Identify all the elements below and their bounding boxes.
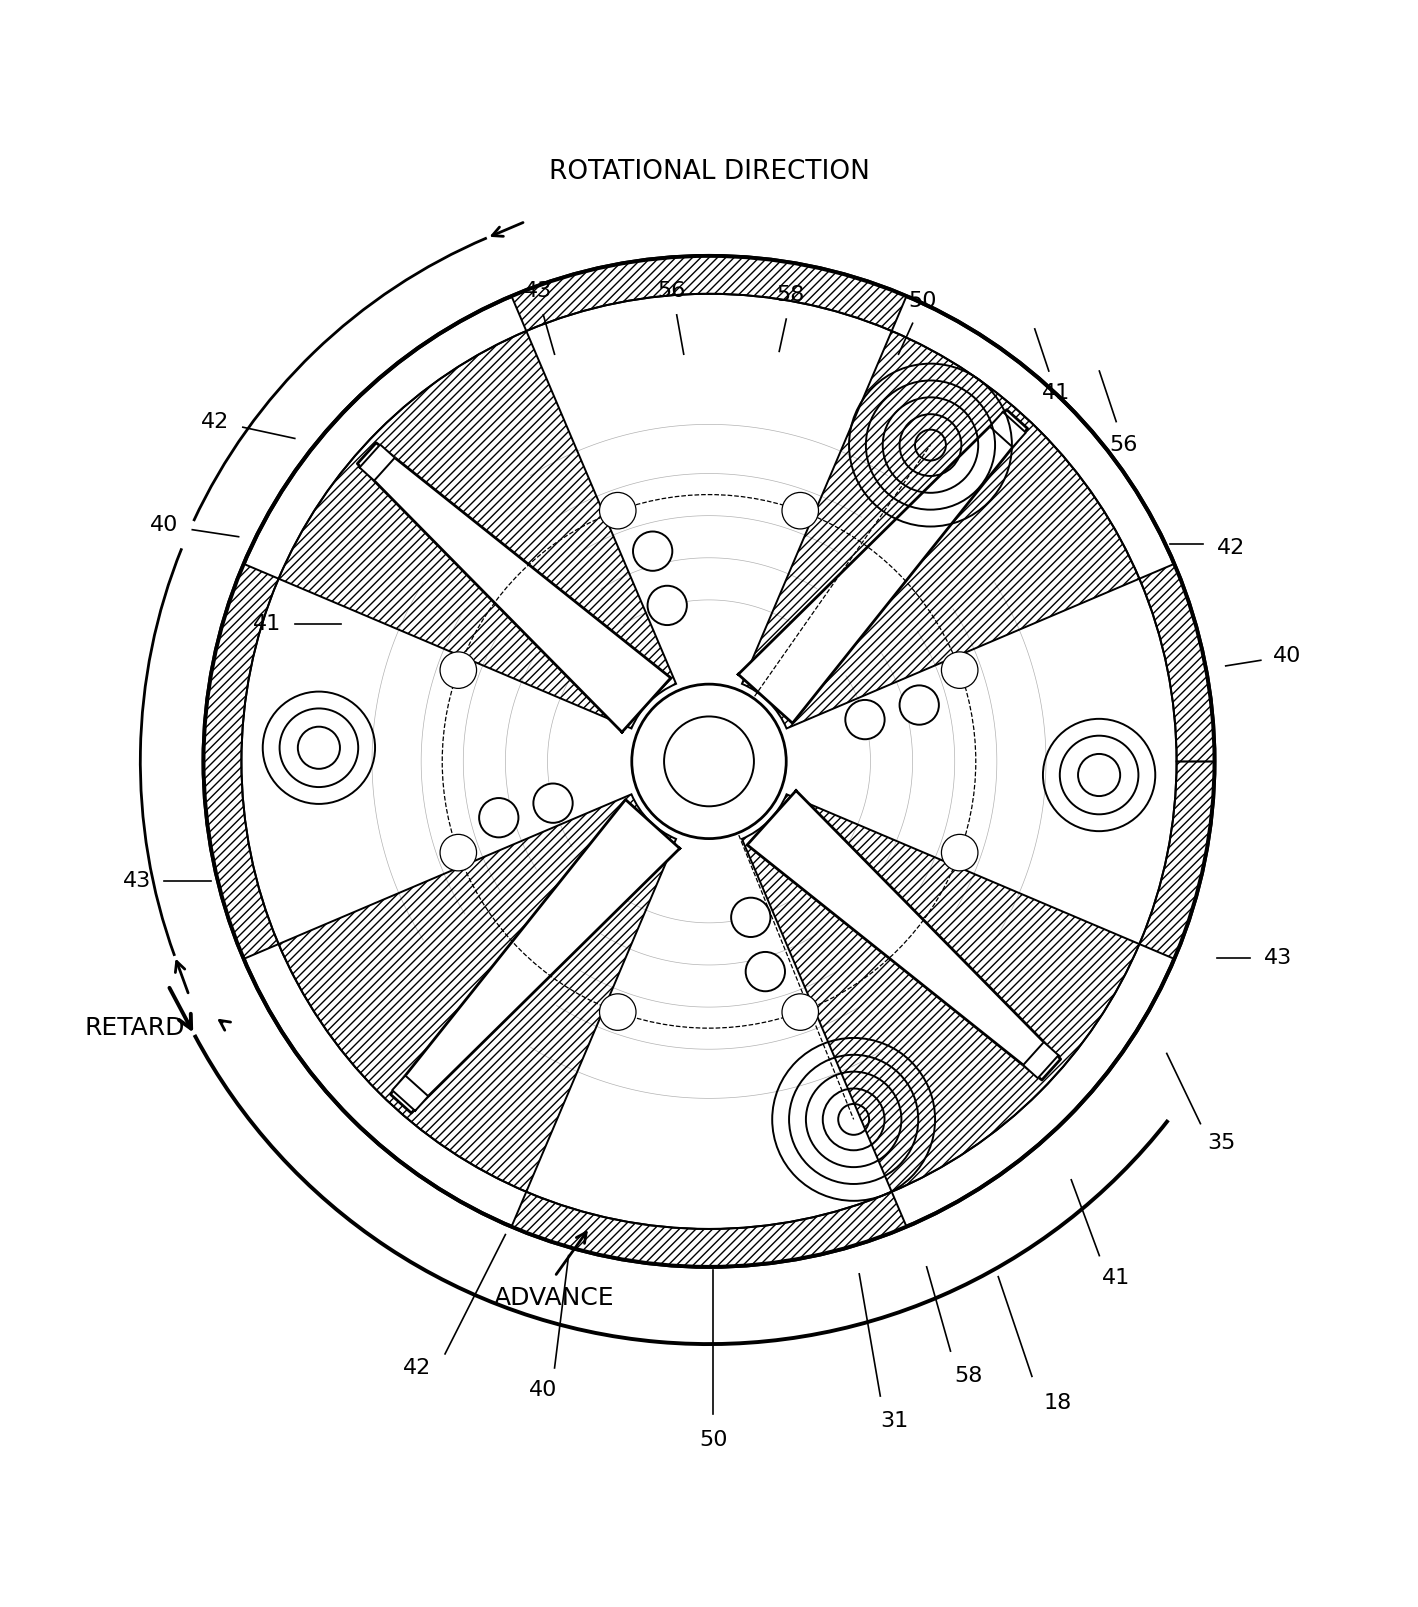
Circle shape <box>440 652 476 688</box>
Text: ROTATIONAL DIRECTION: ROTATIONAL DIRECTION <box>549 159 869 185</box>
Text: 41: 41 <box>1102 1268 1130 1289</box>
Circle shape <box>600 492 637 529</box>
Polygon shape <box>747 791 1061 1080</box>
Text: 40: 40 <box>529 1380 557 1400</box>
Polygon shape <box>1024 1041 1058 1078</box>
Polygon shape <box>990 411 1025 447</box>
Text: RETARD: RETARD <box>84 1016 184 1040</box>
Polygon shape <box>360 445 394 480</box>
Polygon shape <box>739 410 1028 723</box>
Text: 42: 42 <box>200 411 228 432</box>
Text: ADVANCE: ADVANCE <box>495 1286 615 1310</box>
Text: 40: 40 <box>1273 646 1302 665</box>
Text: 43: 43 <box>1263 948 1292 967</box>
Text: 58: 58 <box>954 1366 983 1387</box>
Text: 50: 50 <box>908 291 937 310</box>
Wedge shape <box>1140 762 1214 959</box>
Circle shape <box>899 686 939 725</box>
Circle shape <box>648 585 686 625</box>
Text: 43: 43 <box>523 281 552 301</box>
Circle shape <box>746 951 786 992</box>
Text: 42: 42 <box>1217 538 1245 558</box>
Circle shape <box>732 898 770 937</box>
Circle shape <box>440 834 476 871</box>
Circle shape <box>632 532 672 570</box>
Circle shape <box>942 834 978 871</box>
Wedge shape <box>512 1192 906 1266</box>
Circle shape <box>204 256 1214 1266</box>
Wedge shape <box>1140 564 1214 762</box>
Circle shape <box>632 685 786 839</box>
Wedge shape <box>278 331 676 728</box>
Text: 40: 40 <box>150 516 179 535</box>
Text: 18: 18 <box>1044 1393 1072 1413</box>
Circle shape <box>781 993 818 1030</box>
Text: 43: 43 <box>123 871 152 890</box>
Wedge shape <box>742 331 1140 728</box>
Text: 35: 35 <box>1207 1133 1235 1154</box>
Circle shape <box>533 784 573 823</box>
Wedge shape <box>512 256 906 331</box>
Polygon shape <box>357 444 671 733</box>
Circle shape <box>664 717 754 807</box>
Text: 31: 31 <box>881 1411 909 1432</box>
Text: 58: 58 <box>776 284 804 305</box>
Polygon shape <box>393 1075 428 1110</box>
Wedge shape <box>204 564 278 959</box>
Circle shape <box>845 701 885 739</box>
Circle shape <box>600 993 637 1030</box>
Wedge shape <box>278 794 676 1192</box>
Text: 56: 56 <box>1109 435 1137 455</box>
Text: 41: 41 <box>1042 384 1071 403</box>
Polygon shape <box>390 800 679 1114</box>
Text: 42: 42 <box>403 1358 431 1377</box>
Circle shape <box>479 799 519 837</box>
Circle shape <box>942 652 978 688</box>
Circle shape <box>781 492 818 529</box>
Text: 56: 56 <box>657 281 685 301</box>
Text: 41: 41 <box>252 614 281 633</box>
Wedge shape <box>742 794 1140 1192</box>
Text: 50: 50 <box>699 1430 727 1450</box>
